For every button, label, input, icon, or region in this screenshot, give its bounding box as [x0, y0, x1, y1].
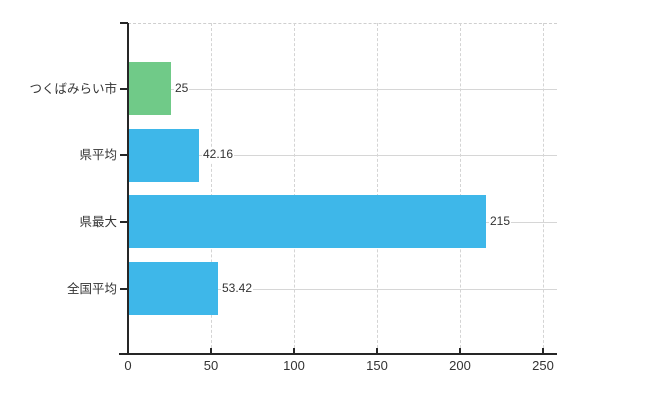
x-tick-label: 200 [449, 358, 471, 373]
x-tick-mark [459, 348, 461, 353]
bar-value-label: 53.42 [221, 281, 254, 296]
x-tick-label: 50 [203, 358, 219, 373]
x-tick-label: 100 [283, 358, 305, 373]
y-tick-mark [120, 88, 128, 90]
x-tick-label: 0 [124, 358, 132, 373]
gridline-horizontal [128, 289, 557, 290]
category-label: 県平均 [79, 148, 117, 162]
category-label: 全国平均 [66, 282, 117, 296]
bar[interactable] [129, 62, 171, 115]
x-tick-mark [210, 348, 212, 353]
category-label: つくばみらい市 [29, 82, 117, 96]
gridline-vertical [211, 23, 212, 353]
bar-value-label: 25 [174, 81, 190, 96]
gridline-vertical [294, 23, 295, 353]
bar-value-label: 215 [489, 214, 512, 229]
y-tick-mark [120, 221, 128, 223]
gridline-horizontal [128, 89, 557, 90]
x-tick-mark [127, 348, 129, 353]
x-tick-mark [293, 348, 295, 353]
x-tick-mark [376, 348, 378, 353]
y-tick-mark [120, 288, 128, 290]
plot-top-gridline [128, 23, 557, 24]
y-axis-line [127, 23, 129, 355]
bar[interactable] [129, 262, 218, 315]
bar[interactable] [129, 129, 199, 182]
y-tick-mark [120, 154, 128, 156]
y-axis-top-tick [120, 22, 128, 24]
gridline-vertical [543, 23, 544, 353]
gridline-vertical [460, 23, 461, 353]
x-axis-line [119, 353, 557, 355]
bar-value-label: 42.16 [202, 147, 235, 162]
x-tick-label: 150 [366, 358, 388, 373]
x-tick-mark [542, 348, 544, 353]
bar[interactable] [129, 195, 486, 248]
x-tick-label: 250 [532, 358, 554, 373]
gridline-horizontal [128, 155, 557, 156]
category-label: 県最大 [79, 215, 117, 229]
gridline-vertical [377, 23, 378, 353]
